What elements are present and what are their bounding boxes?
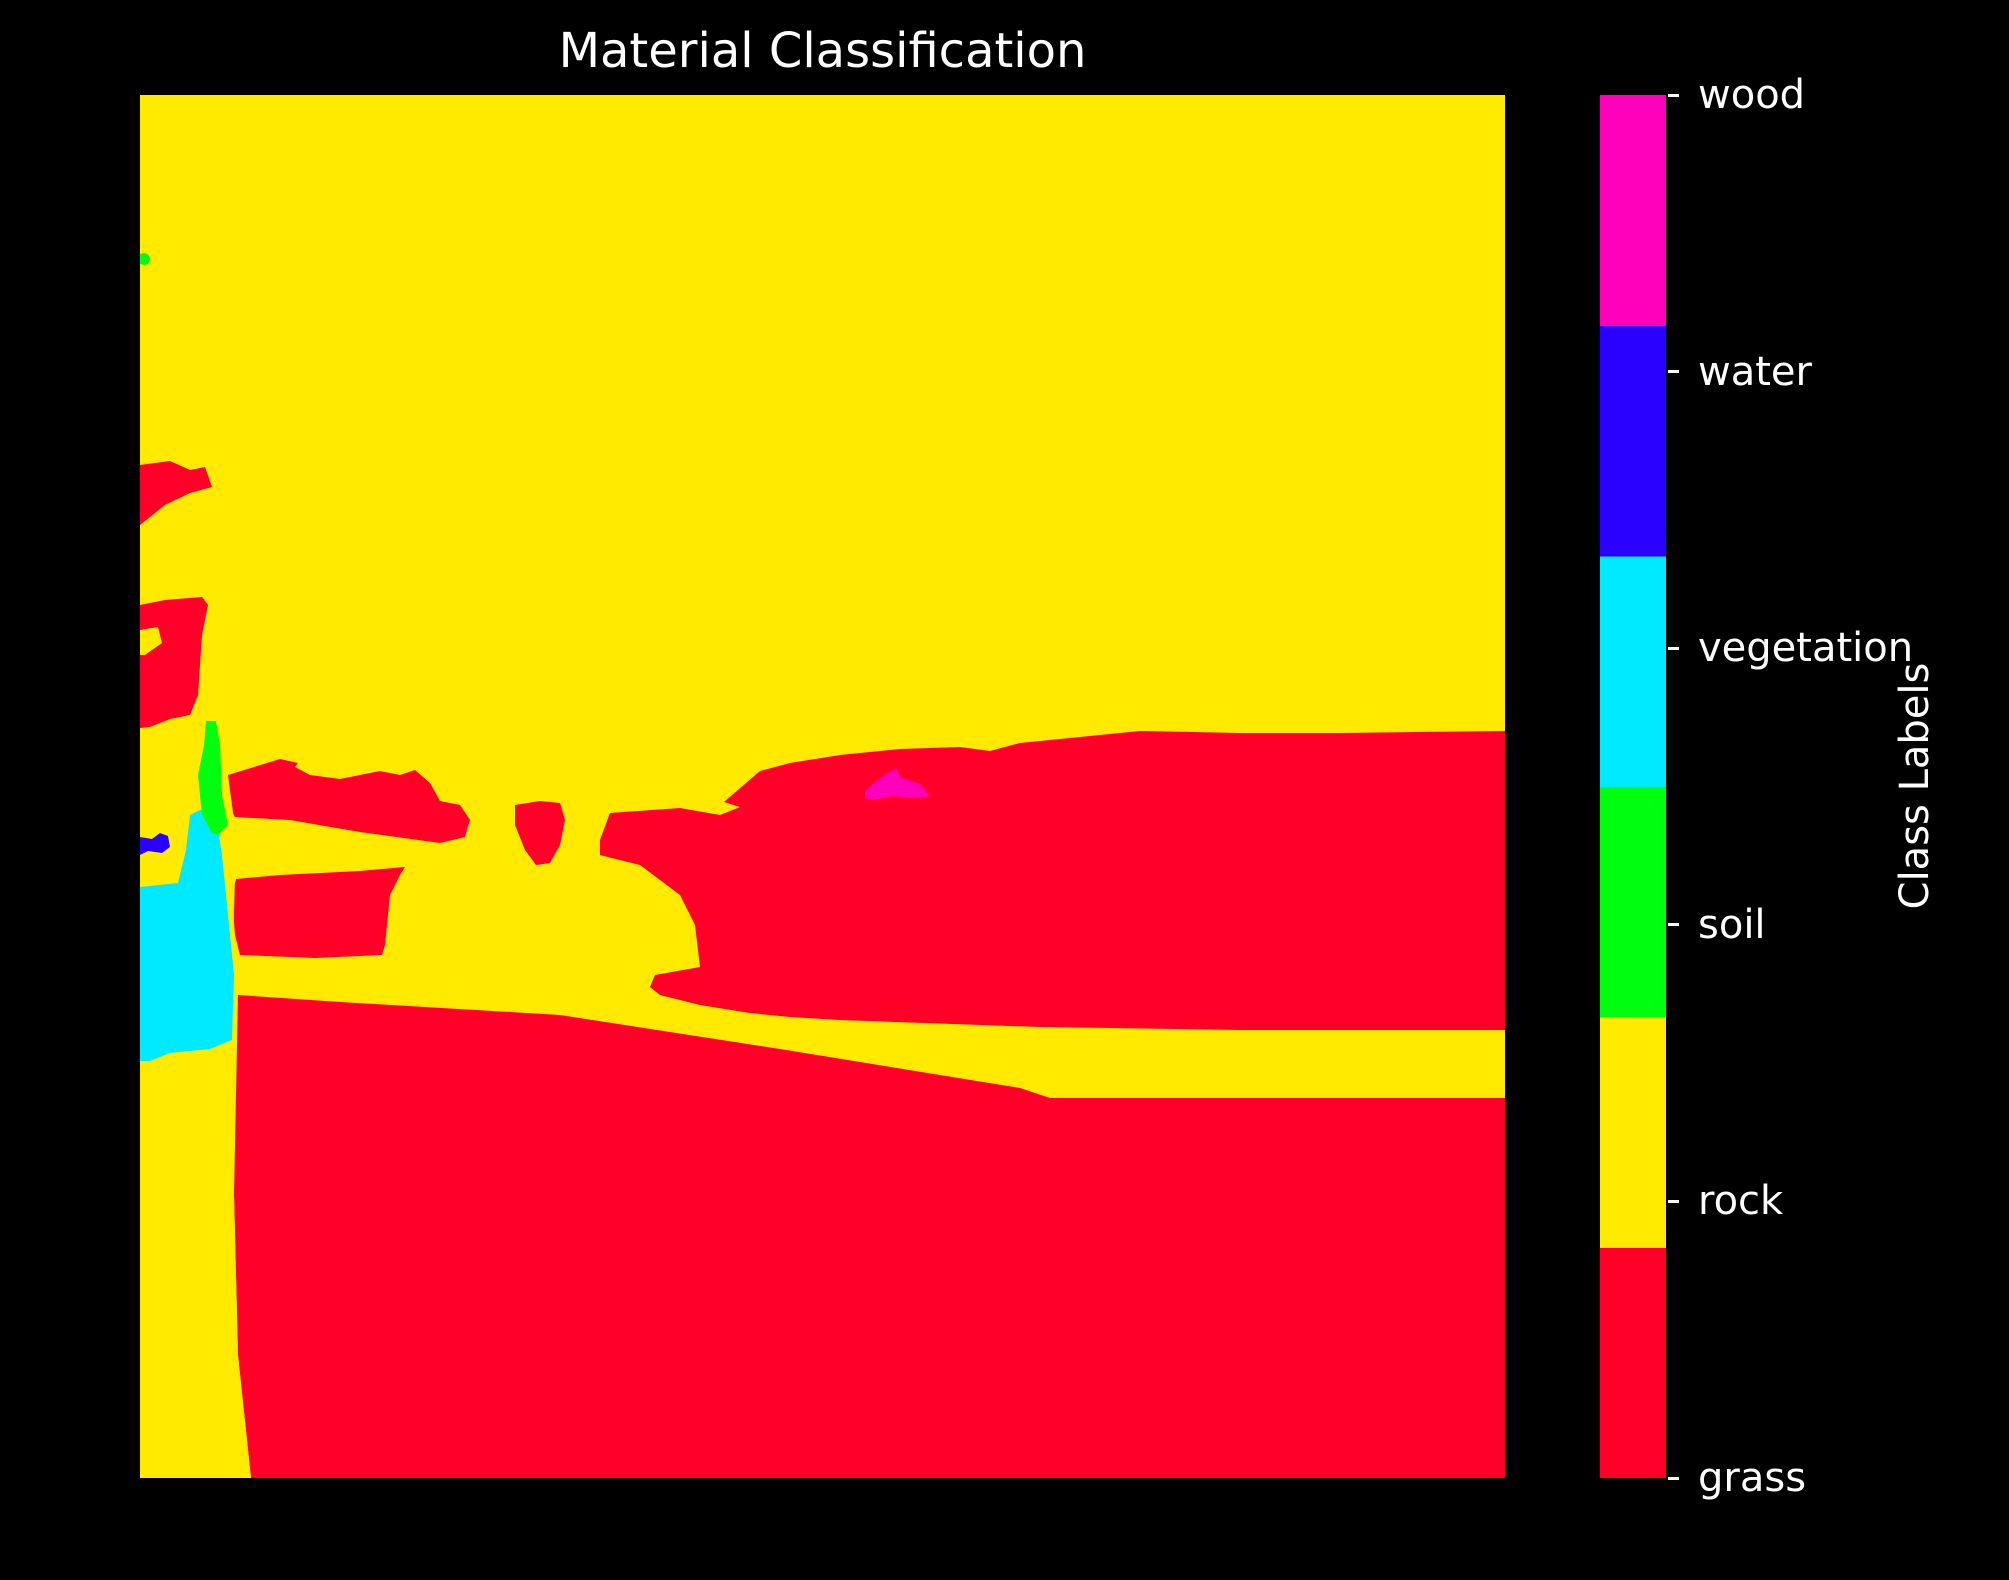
tick-label-grass: grass	[1698, 1455, 1807, 1501]
region-soil-dot	[140, 253, 150, 265]
tick-label-rock: rock	[1698, 1178, 1784, 1225]
colorbar-segment-grass	[1600, 1247, 1666, 1478]
tick-mark	[1668, 923, 1679, 927]
region-vegetation	[140, 810, 234, 1061]
tick-mark	[1668, 93, 1679, 97]
colorbar-segment-soil	[1600, 786, 1666, 1018]
colorbar-segment-wood	[1600, 95, 1666, 326]
tick-mark	[1668, 1199, 1679, 1203]
classification-map	[140, 95, 1505, 1478]
region-grass-left-1	[140, 461, 212, 525]
region-grass-right	[600, 731, 1505, 1030]
colorbar-ticks: grass rock soil vegetation water wood	[1666, 72, 1966, 1501]
tick-mark	[1668, 370, 1679, 374]
region-wood	[865, 768, 930, 800]
colorbar-segment-water	[1600, 325, 1666, 557]
tick-label-wood: wood	[1698, 72, 1806, 118]
region-grass-strip-2	[515, 801, 565, 865]
tick-label-water: water	[1698, 348, 1812, 395]
tick-label-soil: soil	[1698, 901, 1766, 948]
tick-mark	[1668, 1476, 1679, 1480]
region-grass-strip-3	[232, 867, 405, 958]
region-grass-strip-1	[225, 759, 470, 843]
colorbar	[1600, 95, 1666, 1478]
colorbar-segment-vegetation	[1600, 556, 1666, 787]
colorbar-label: Class Labels	[1892, 662, 1938, 910]
colorbar-segment-rock	[1600, 1017, 1666, 1248]
region-water-specks	[140, 833, 170, 855]
region-grass-foreground	[234, 995, 1505, 1478]
tick-mark	[1668, 646, 1679, 650]
tick-label-vegetation: vegetation	[1698, 625, 1914, 672]
region-soil-strip	[198, 721, 228, 835]
chart-title: Material Classification	[558, 23, 1087, 79]
region-rock-left-notch	[140, 627, 162, 655]
